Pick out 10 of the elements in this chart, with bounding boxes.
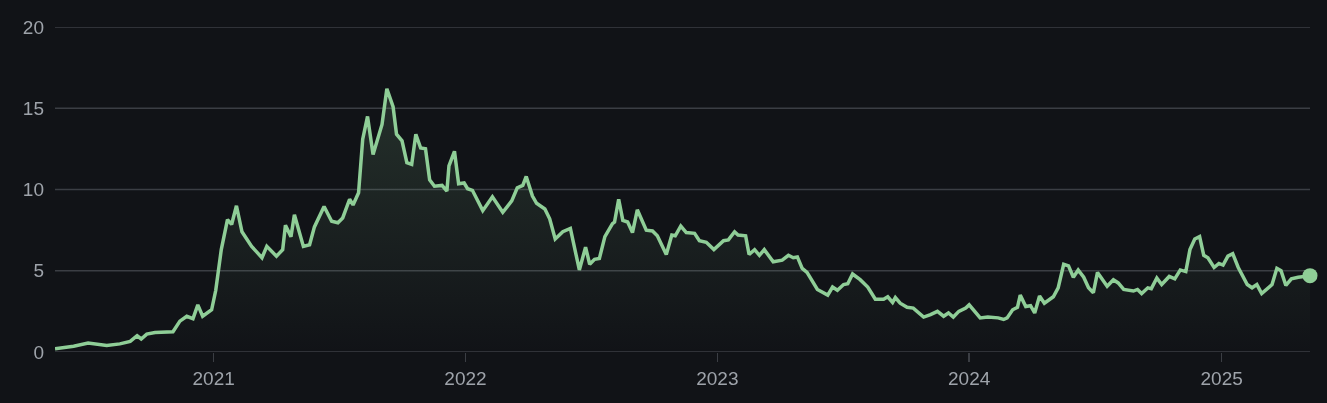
y-tick-label: 15 [22, 97, 44, 119]
y-tick-label: 10 [22, 179, 44, 201]
y-tick-label: 20 [22, 16, 44, 38]
x-tick-label: 2021 [192, 367, 235, 389]
x-tick-label: 2024 [948, 367, 991, 389]
y-tick-label: 5 [33, 260, 44, 282]
x-tick-label: 2022 [444, 367, 487, 389]
y-tick-label: 0 [33, 341, 44, 363]
x-tick-label: 2023 [696, 367, 739, 389]
x-tick-label: 2025 [1200, 367, 1243, 389]
